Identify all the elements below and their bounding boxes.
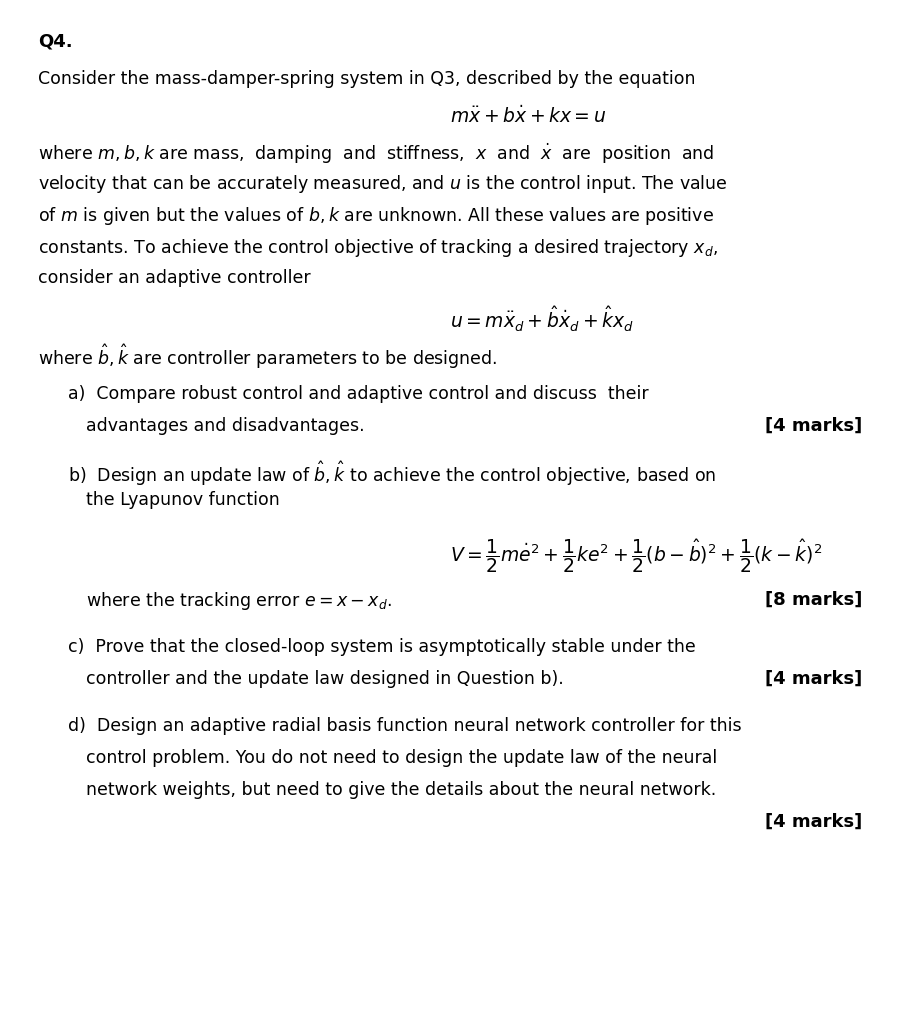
Text: [4 marks]: [4 marks] — [765, 813, 862, 831]
Text: [8 marks]: [8 marks] — [765, 590, 862, 608]
Text: network weights, but need to give the details about the neural network.: network weights, but need to give the de… — [86, 781, 716, 799]
Text: d)  Design an adaptive radial basis function neural network controller for this: d) Design an adaptive radial basis funct… — [68, 717, 741, 735]
Text: $V = \dfrac{1}{2}m\dot{e}^2 + \dfrac{1}{2}ke^2 + \dfrac{1}{2}(b - \hat{b})^2 + \: $V = \dfrac{1}{2}m\dot{e}^2 + \dfrac{1}{… — [450, 537, 823, 575]
Text: the Lyapunov function: the Lyapunov function — [86, 492, 279, 509]
Text: Consider the mass-damper-spring system in Q3, described by the equation: Consider the mass-damper-spring system i… — [38, 70, 696, 88]
Text: b)  Design an update law of $\hat{b}, \hat{k}$ to achieve the control objective,: b) Design an update law of $\hat{b}, \ha… — [68, 460, 716, 488]
Text: $m\ddot{x} + b\dot{x} + kx = u$: $m\ddot{x} + b\dot{x} + kx = u$ — [450, 105, 607, 126]
Text: [4 marks]: [4 marks] — [765, 671, 862, 688]
Text: of $m$ is given but the values of $b, k$ are unknown. All these values are posit: of $m$ is given but the values of $b, k$… — [38, 205, 714, 227]
Text: consider an adaptive controller: consider an adaptive controller — [38, 269, 310, 287]
Text: controller and the update law designed in Question b).: controller and the update law designed i… — [86, 671, 563, 688]
Text: control problem. You do not need to design the update law of the neural: control problem. You do not need to desi… — [86, 749, 716, 767]
Text: where the tracking error $e = x - x_d$.: where the tracking error $e = x - x_d$. — [86, 590, 392, 612]
Text: $u = m\ddot{x}_d + \hat{b}\dot{x}_d + \hat{k}x_d$: $u = m\ddot{x}_d + \hat{b}\dot{x}_d + \h… — [450, 305, 634, 334]
Text: c)  Prove that the closed-loop system is asymptotically stable under the: c) Prove that the closed-loop system is … — [68, 638, 695, 657]
Text: a)  Compare robust control and adaptive control and discuss  their: a) Compare robust control and adaptive c… — [68, 385, 648, 403]
Text: where $\hat{b}, \hat{k}$ are controller parameters to be designed.: where $\hat{b}, \hat{k}$ are controller … — [38, 342, 497, 371]
Text: [4 marks]: [4 marks] — [765, 417, 862, 435]
Text: Q4.: Q4. — [38, 32, 72, 50]
Text: velocity that can be accurately measured, and $u$ is the control input. The valu: velocity that can be accurately measured… — [38, 174, 727, 195]
Text: constants. To achieve the control objective of tracking a desired trajectory $x_: constants. To achieve the control object… — [38, 237, 718, 259]
Text: where $m, b, k$ are mass,  damping  and  stiffness,  $x$  and  $\dot{x}$  are  p: where $m, b, k$ are mass, damping and st… — [38, 141, 715, 166]
Text: advantages and disadvantages.: advantages and disadvantages. — [86, 417, 365, 435]
